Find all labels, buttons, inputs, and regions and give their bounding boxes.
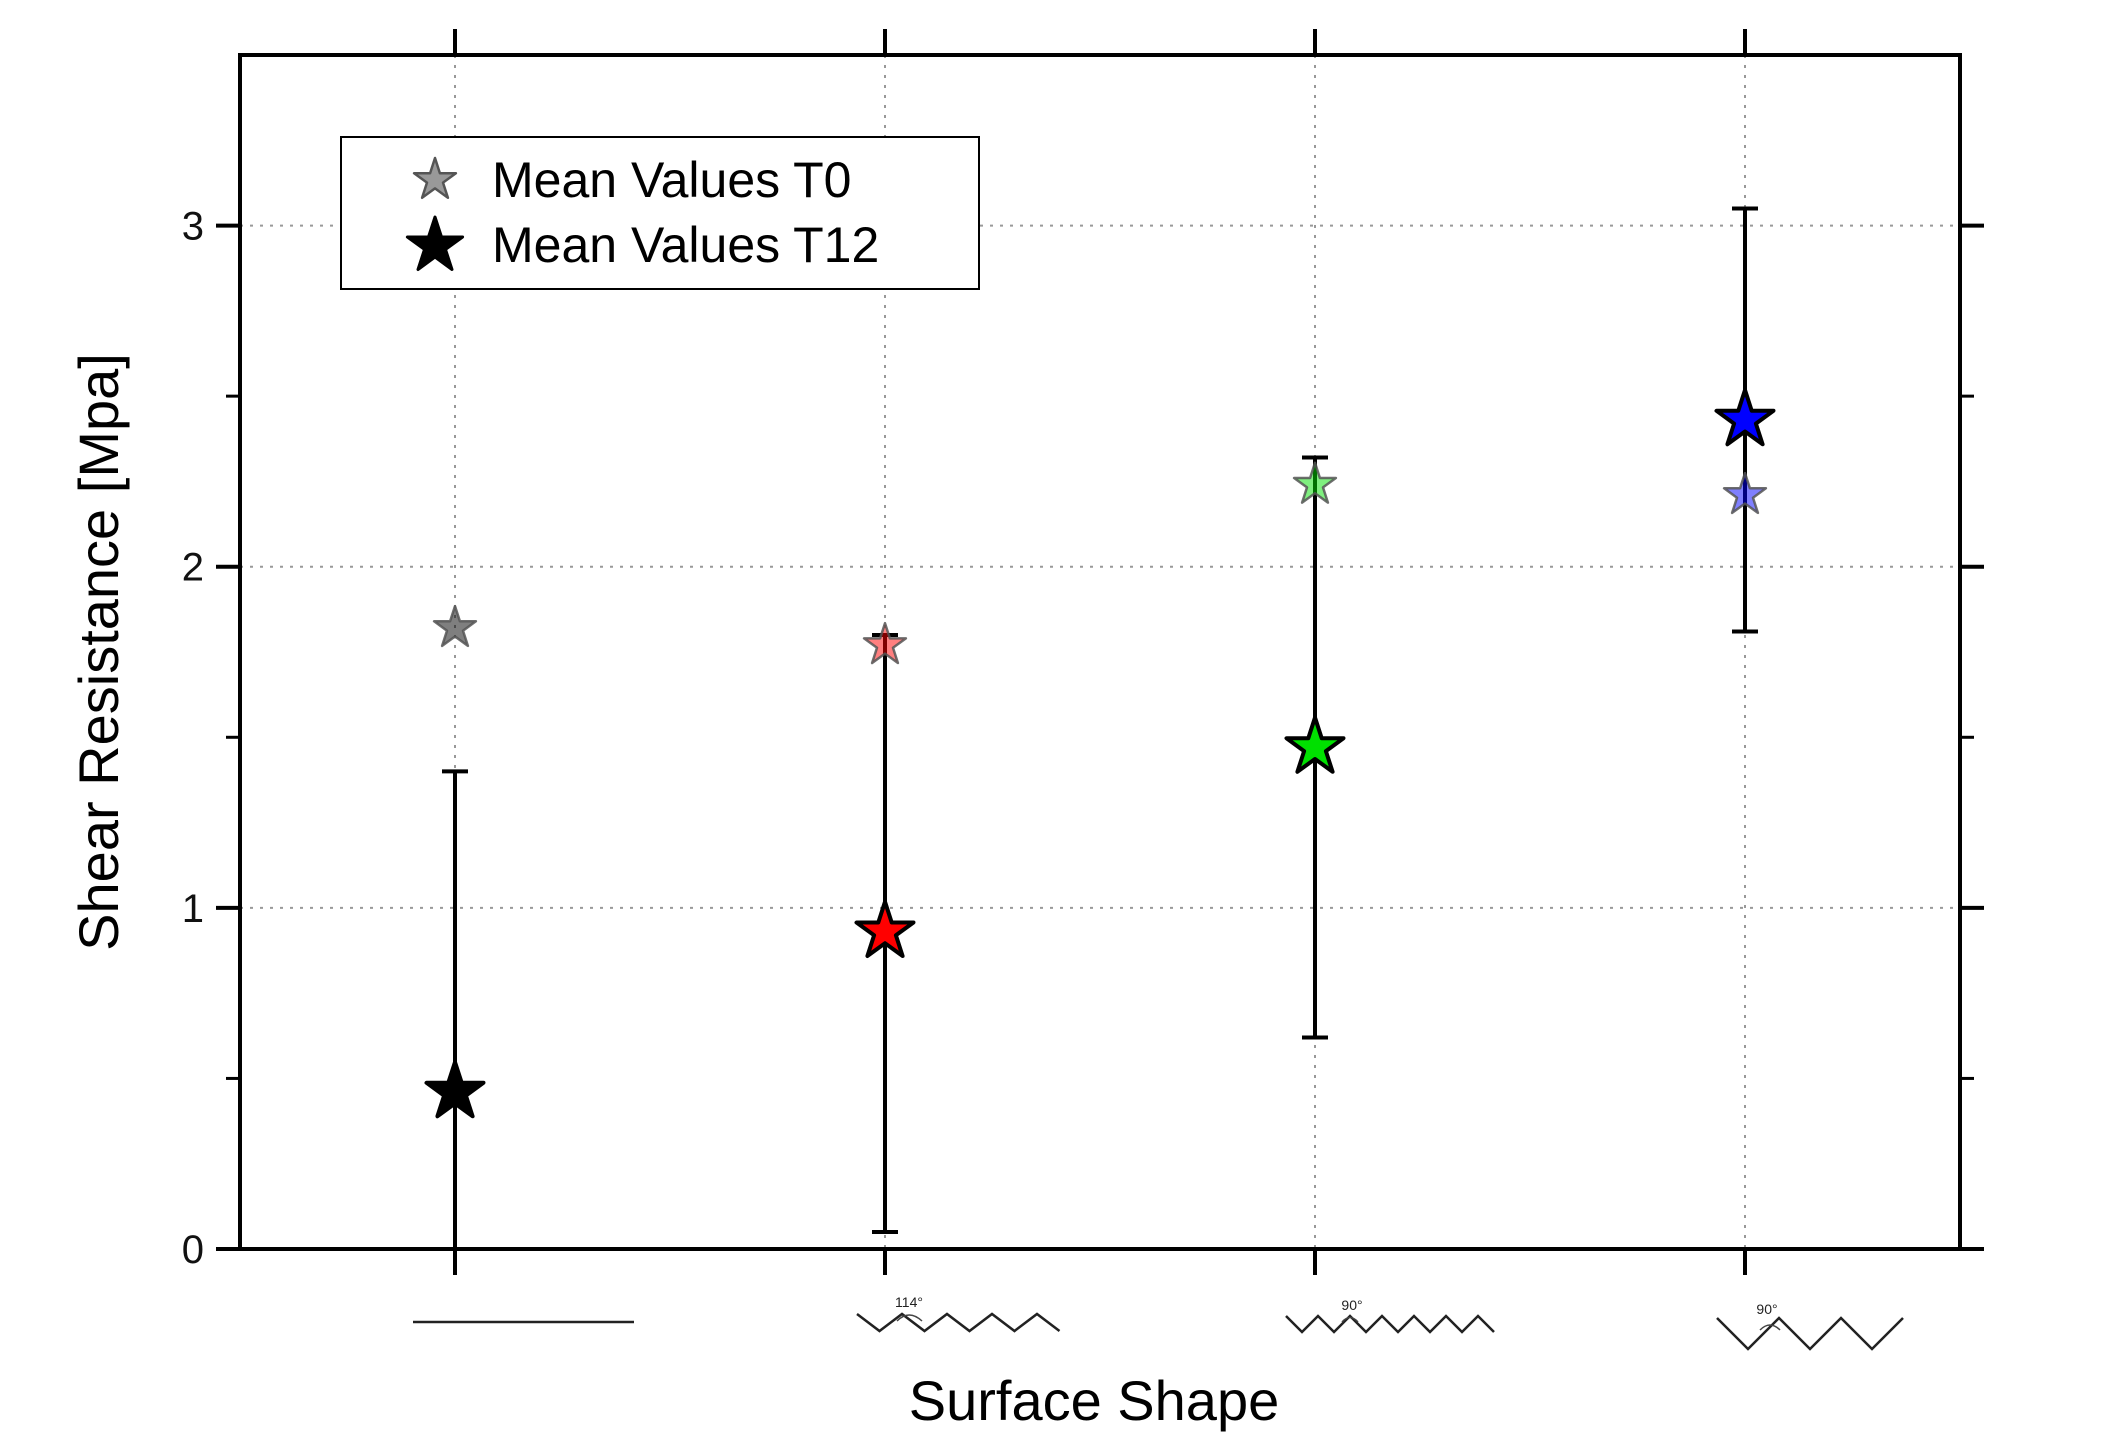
y-tick-label: 0 (182, 1228, 204, 1272)
y-tick-label: 2 (182, 546, 204, 590)
error-bars (442, 206, 1758, 1249)
marker-t12 (424, 1060, 486, 1119)
surface-zigzag-114-icon (856, 1312, 1061, 1333)
angle-label-114: 114° (895, 1294, 923, 1310)
y-tick-label: 3 (182, 205, 204, 249)
y-axis-title: Shear Resistance [Mpa] (67, 353, 130, 951)
plot-frame (238, 53, 1962, 1251)
legend-icon-t12 (405, 215, 465, 271)
angle-arc-icon (896, 1314, 923, 1322)
legend-icon-t0 (412, 156, 458, 200)
marker-t12 (1284, 715, 1346, 774)
marker-t0 (862, 621, 908, 665)
legend-label-t12: Mean Values T12 (492, 217, 879, 273)
marker-t0 (1722, 471, 1768, 515)
marker-t12 (854, 899, 916, 958)
marker-t0 (432, 604, 478, 648)
grid-lines (240, 55, 1960, 1249)
axis-ticks: 0 1 2 3 (182, 29, 1984, 1275)
x-axis-title: Surface Shape (909, 1369, 1279, 1432)
angle-arc-icon (1341, 1316, 1359, 1323)
surface-zigzag-90-coarse-icon (1716, 1316, 1904, 1351)
legend: Mean Values T0 Mean Values T12 (340, 136, 980, 290)
data-markers (424, 388, 1776, 1119)
angle-label-90-fine: 90° (1341, 1297, 1362, 1313)
marker-t0 (1292, 461, 1338, 504)
surface-shape-icons: 114° 90° 90° (413, 1294, 1904, 1351)
marker-t12 (1714, 388, 1776, 447)
angle-arc-icon (1759, 1324, 1781, 1331)
surface-zigzag-90-fine-icon (1285, 1314, 1495, 1334)
angle-label-90-coarse: 90° (1756, 1301, 1777, 1317)
legend-label-t0: Mean Values T0 (492, 152, 851, 208)
y-tick-label: 1 (182, 887, 204, 931)
